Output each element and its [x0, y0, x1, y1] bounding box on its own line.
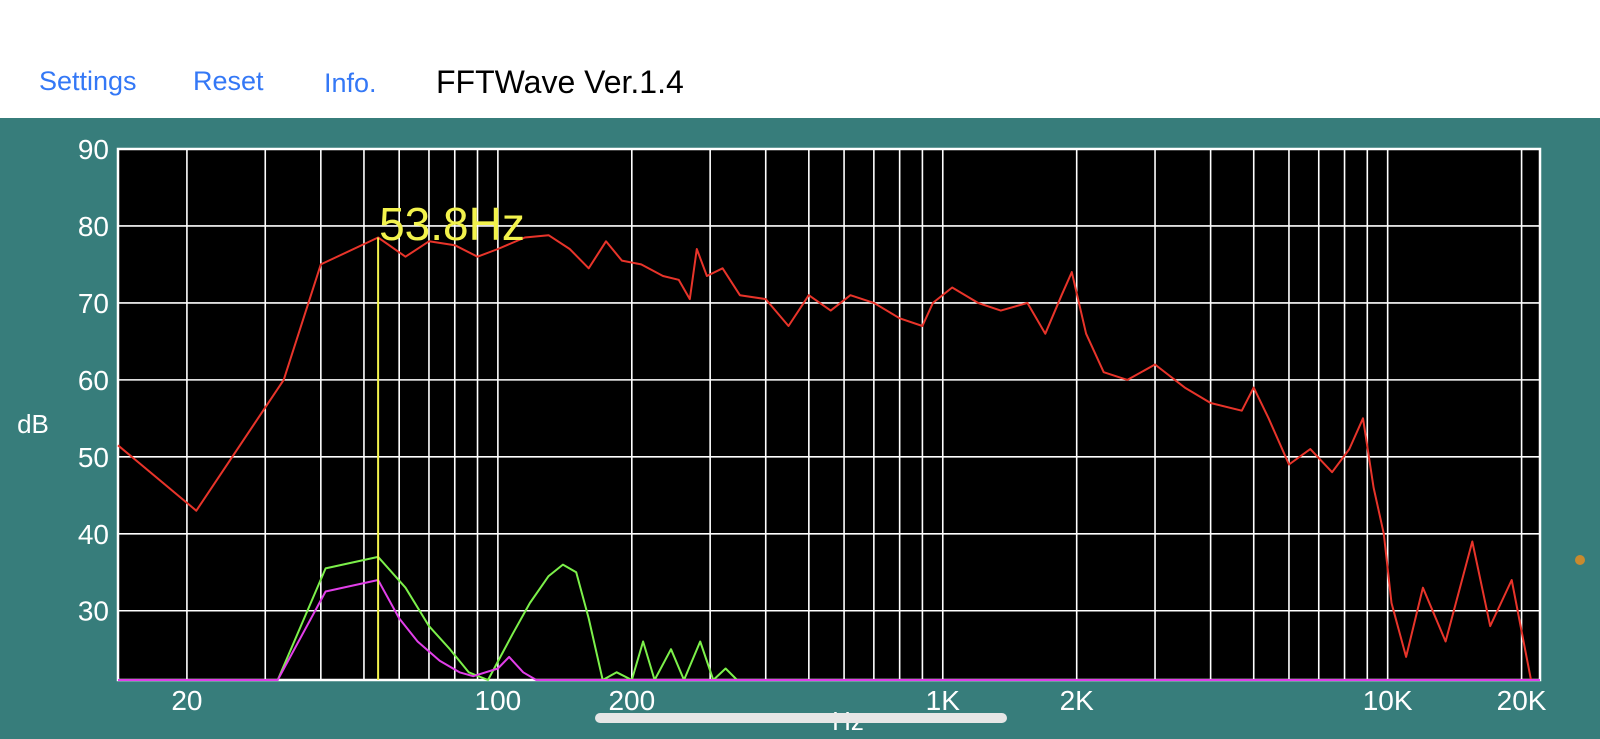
y-tick-label: 30: [78, 596, 109, 627]
y-tick-label: 60: [78, 365, 109, 396]
grid: [118, 148, 1540, 680]
x-tick-label: 1K: [926, 685, 961, 716]
y-tick-label: 70: [78, 288, 109, 319]
y-tick-label: 90: [78, 134, 109, 165]
y-tick-label: 40: [78, 519, 109, 550]
spectrum-chart[interactable]: 90807060504030201002001K2K10K20KdBHz53.8…: [0, 118, 1600, 739]
x-tick-label: 10K: [1363, 685, 1413, 716]
settings-button[interactable]: Settings: [39, 66, 137, 96]
y-tick-label: 50: [78, 442, 109, 473]
plot-area: [118, 149, 1540, 680]
reset-button[interactable]: Reset: [193, 66, 264, 96]
x-tick-label: 20K: [1497, 685, 1547, 716]
side-indicator-dot: [1575, 555, 1585, 565]
x-tick-label: 100: [475, 685, 522, 716]
x-tick-label: 2K: [1060, 685, 1095, 716]
top-toolbar: Settings Reset Info. FFTWave Ver.1.4: [0, 0, 1600, 118]
home-indicator[interactable]: [595, 713, 1007, 723]
app-title: FFTWave Ver.1.4: [436, 64, 684, 100]
x-tick-label: 200: [608, 685, 655, 716]
info-button[interactable]: Info.: [324, 68, 377, 98]
spectrum-line: [117, 234, 1532, 681]
green-trace-line: [118, 555, 1540, 681]
spectrum-panel: 90807060504030201002001K2K10K20KdBHz53.8…: [0, 118, 1600, 739]
magenta-trace-line: [118, 579, 1540, 681]
x-tick-label: 20: [171, 685, 202, 716]
y-tick-label: 80: [78, 211, 109, 242]
peak-frequency-label: 53.8Hz: [379, 198, 525, 250]
y-axis-label: dB: [17, 409, 49, 439]
